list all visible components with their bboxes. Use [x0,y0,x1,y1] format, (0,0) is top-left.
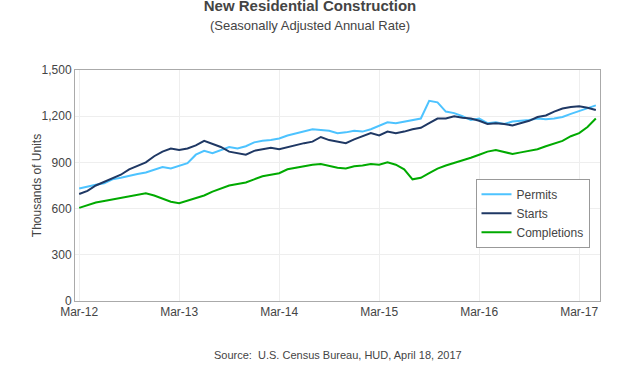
svg-text:Mar-12: Mar-12 [60,305,98,319]
svg-text:Completions: Completions [517,226,584,240]
svg-text:Starts: Starts [517,207,548,221]
svg-text:Mar-13: Mar-13 [160,305,198,319]
svg-text:1,200: 1,200 [42,109,72,123]
svg-text:Mar-15: Mar-15 [360,305,398,319]
svg-text:0: 0 [65,294,72,308]
svg-text:Source: U.S. Census Bureau, H: Source: U.S. Census Bureau, HUD, April 1… [214,349,462,361]
svg-text:600: 600 [52,202,72,216]
svg-text:New Residential Construction(S: New Residential Construction(Seasonally … [204,0,417,33]
svg-text:900: 900 [52,156,72,170]
svg-text:300: 300 [52,248,72,262]
svg-text:1,500: 1,500 [42,63,72,77]
svg-text:Thousands of Units: Thousands of Units [30,134,44,237]
svg-text:Mar-14: Mar-14 [260,305,298,319]
svg-text:Mar-17: Mar-17 [560,305,598,319]
svg-text:Permits: Permits [517,188,558,202]
svg-text:Mar-16: Mar-16 [460,305,498,319]
